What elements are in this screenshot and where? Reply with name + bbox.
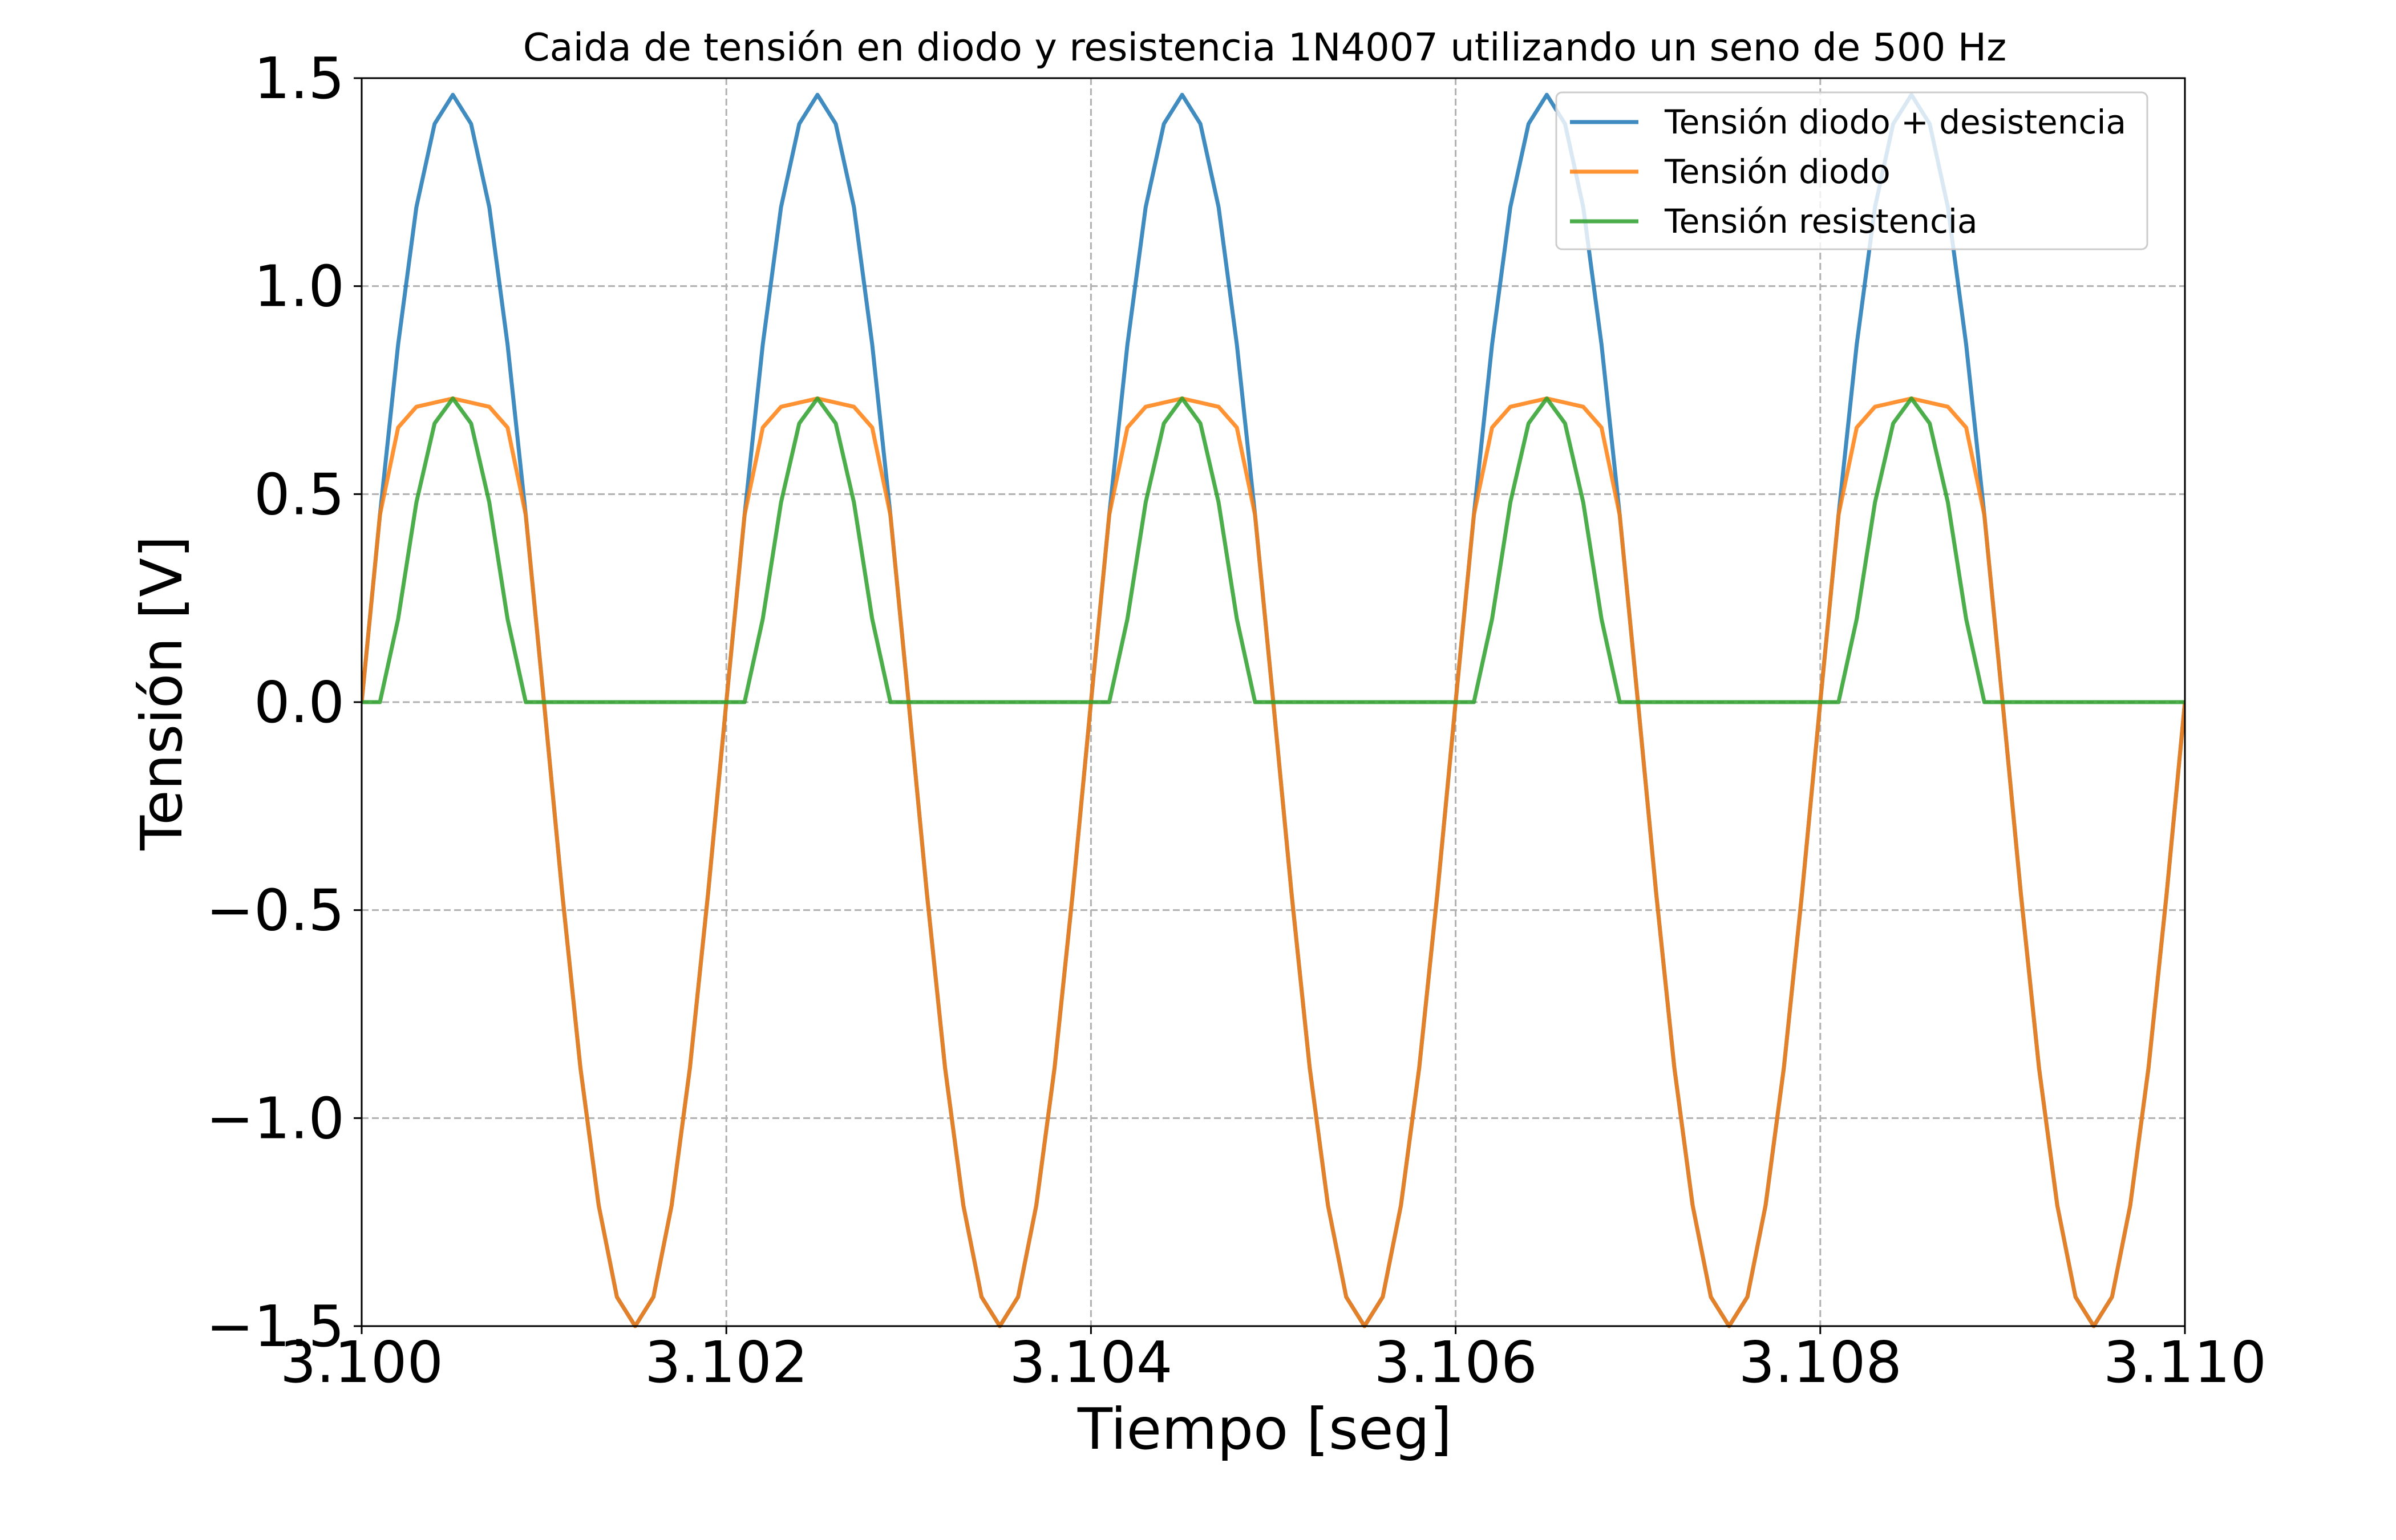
y-tick-label: −1.5 [206,1293,345,1360]
y-tick-label: 0.5 [254,461,345,528]
x-tick-label: 3.102 [645,1329,808,1396]
y-tick-label: −0.5 [206,877,345,944]
legend-label: Tensión diodo [1664,152,1891,191]
x-tick-label: 3.110 [2103,1329,2267,1396]
legend-label: Tensión diodo + desistencia [1664,103,2126,141]
x-tick-label: 3.108 [1739,1329,1902,1396]
y-axis-label: Tensión [V] [128,536,195,851]
legend: Tensión diodo + desistencia Tensión diodo… [1555,91,2148,250]
y-tick-label: 1.0 [254,253,345,320]
y-tick-label: −1.0 [206,1085,345,1152]
x-tick-label: 3.104 [1009,1329,1172,1396]
legend-item: Tensión resistencia [1570,202,1978,241]
y-tick-label: 0.0 [254,669,345,736]
x-axis-label: Tiempo [seg] [1077,1396,1452,1462]
x-tick-label: 3.106 [1374,1329,1537,1396]
axis-ticks: 3.100 3.102 3.104 3.106 3.108 3.110 −1.5 −1.0 −0… [206,45,2267,1396]
y-tick-label: 1.5 [254,45,345,112]
legend-box [1555,91,2148,250]
x-tick-label: 3.100 [280,1329,443,1396]
legend-label: Tensión resistencia [1664,202,1978,241]
legend-item: Tensión diodo + desistencia [1570,103,2126,141]
chart-title: Caida de tensión en diodo y resistencia … [523,25,2007,70]
series-line-tension-resistencia [362,396,2185,704]
legend-item: Tensión diodo [1570,152,1891,191]
